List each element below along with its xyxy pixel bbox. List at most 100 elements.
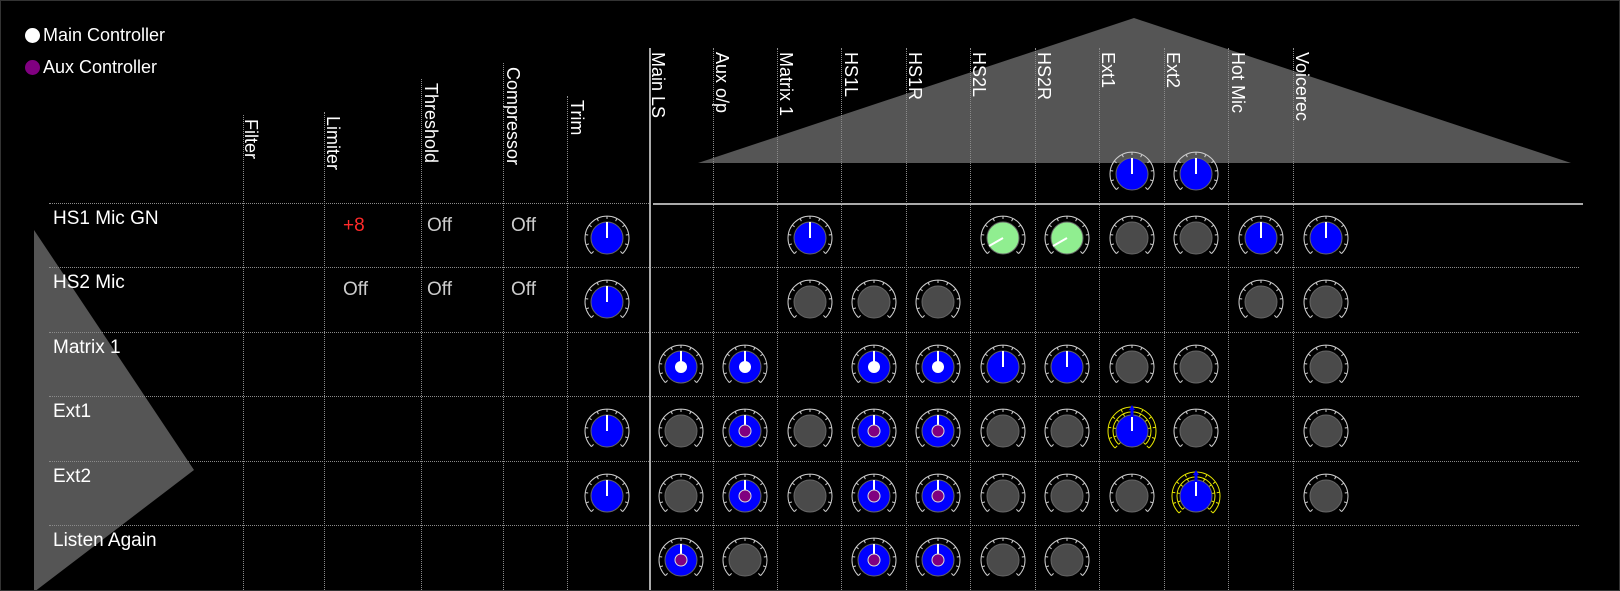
column-header-label: Matrix 1 — [776, 52, 796, 117]
row-threshold-value[interactable]: Off — [427, 279, 452, 300]
grid-vline — [324, 112, 325, 590]
column-header-label: HS2L — [969, 52, 989, 98]
grid-hline — [49, 461, 1579, 462]
crosspoint-knob[interactable] — [655, 470, 707, 522]
crosspoint-knob[interactable] — [912, 276, 964, 328]
crosspoint-knob[interactable] — [719, 341, 771, 393]
crosspoint-knob[interactable] — [912, 534, 964, 586]
crosspoint-knob[interactable] — [784, 405, 836, 457]
crosspoint-knob[interactable] — [719, 470, 771, 522]
row-compressor-value[interactable]: Off — [511, 215, 536, 236]
main-controller-dot — [25, 28, 40, 43]
crosspoint-knob[interactable] — [1041, 212, 1093, 264]
matrix-divider-vertical — [649, 48, 651, 590]
crosspoint-knob[interactable] — [848, 276, 900, 328]
grid-vline — [713, 48, 714, 590]
crosspoint-knob[interactable] — [1041, 341, 1093, 393]
grid-vline — [1293, 48, 1294, 590]
row-compressor-value[interactable]: Off — [511, 279, 536, 300]
legend-aux-label: Aux Controller — [43, 57, 158, 77]
crosspoint-knob[interactable] — [784, 276, 836, 328]
crosspoint-knob[interactable] — [977, 534, 1029, 586]
crosspoint-knob[interactable] — [1106, 405, 1158, 457]
crosspoint-knob[interactable] — [848, 341, 900, 393]
crosspoint-knob[interactable] — [912, 405, 964, 457]
row-limiter-value[interactable]: +8 — [343, 215, 365, 236]
crosspoint-knob[interactable] — [1170, 341, 1222, 393]
crosspoint-knob[interactable] — [1300, 470, 1352, 522]
crosspoint-knob[interactable] — [977, 212, 1029, 264]
grid-vline — [503, 63, 504, 590]
row-label: Listen Again — [53, 530, 157, 551]
grid-vline — [970, 48, 971, 590]
trim-knob[interactable] — [581, 212, 633, 264]
row-threshold-value[interactable]: Off — [427, 215, 452, 236]
trim-knob[interactable] — [581, 470, 633, 522]
output-level-knob-ext2[interactable] — [1170, 148, 1222, 200]
grid-hline — [49, 332, 1579, 333]
crosspoint-knob[interactable] — [1041, 405, 1093, 457]
crosspoint-knob[interactable] — [784, 212, 836, 264]
grid-hline — [49, 267, 1579, 268]
legend-main-label: Main Controller — [43, 25, 166, 45]
crosspoint-knob[interactable] — [1041, 534, 1093, 586]
crosspoint-knob[interactable] — [655, 341, 707, 393]
crosspoint-knob[interactable] — [655, 405, 707, 457]
legend-aux: Aux Controller — [25, 57, 157, 78]
trim-knob[interactable] — [581, 276, 633, 328]
aux-controller-dot — [25, 60, 40, 75]
column-header-label: Voicerec — [1292, 52, 1312, 122]
crosspoint-knob[interactable] — [1300, 212, 1352, 264]
crosspoint-knob[interactable] — [977, 405, 1029, 457]
crosspoint-knob[interactable] — [912, 470, 964, 522]
output-level-knob-ext1[interactable] — [1106, 148, 1158, 200]
trim-knob[interactable] — [581, 405, 633, 457]
crosspoint-knob[interactable] — [655, 534, 707, 586]
crosspoint-knob[interactable] — [977, 341, 1029, 393]
crosspoint-knob[interactable] — [784, 470, 836, 522]
crosspoint-knob[interactable] — [848, 470, 900, 522]
column-header-label: Ext1 — [1098, 52, 1118, 89]
column-header-label: Compressor — [503, 67, 523, 166]
column-header-label: Hot Mic — [1228, 52, 1248, 114]
grid-hline — [49, 525, 1579, 526]
legend-main: Main Controller — [25, 25, 165, 46]
column-header-label: HS2R — [1034, 52, 1054, 101]
grid-vline — [421, 79, 422, 590]
crosspoint-knob[interactable] — [1041, 470, 1093, 522]
crosspoint-knob[interactable] — [1170, 405, 1222, 457]
crosspoint-knob[interactable] — [1300, 276, 1352, 328]
crosspoint-knob[interactable] — [1170, 212, 1222, 264]
crosspoint-knob[interactable] — [912, 341, 964, 393]
crosspoint-knob[interactable] — [1300, 405, 1352, 457]
column-header-filter: Filter — [237, 119, 261, 319]
grid-vline — [777, 48, 778, 590]
row-label: HS1 Mic GN — [53, 208, 159, 229]
grid-vline — [1099, 48, 1100, 590]
column-header-label: Trim — [567, 100, 587, 136]
column-header-label: HS1L — [841, 52, 861, 98]
grid-vline — [1228, 48, 1229, 590]
row-label: Matrix 1 — [53, 337, 121, 358]
crosspoint-knob[interactable] — [848, 534, 900, 586]
crosspoint-knob[interactable] — [1170, 470, 1222, 522]
row-limiter-value[interactable]: Off — [343, 279, 368, 300]
crosspoint-knob[interactable] — [1106, 470, 1158, 522]
crosspoint-knob[interactable] — [848, 405, 900, 457]
crosspoint-knob[interactable] — [719, 534, 771, 586]
crosspoint-knob[interactable] — [977, 470, 1029, 522]
crosspoint-knob[interactable] — [1106, 341, 1158, 393]
column-header-label: Threshold — [421, 83, 441, 164]
row-label: Ext1 — [53, 401, 92, 422]
crosspoint-knob[interactable] — [1300, 341, 1352, 393]
column-header-limiter: Limiter — [319, 116, 343, 316]
crosspoint-knob[interactable] — [1106, 212, 1158, 264]
crosspoint-knob[interactable] — [1235, 276, 1287, 328]
grid-vline — [841, 48, 842, 590]
input-side-triangle — [34, 230, 194, 590]
grid-hline — [49, 396, 1579, 397]
crosspoint-knob[interactable] — [1235, 212, 1287, 264]
crosspoint-knob[interactable] — [719, 405, 771, 457]
column-header-label: Ext2 — [1163, 52, 1183, 89]
